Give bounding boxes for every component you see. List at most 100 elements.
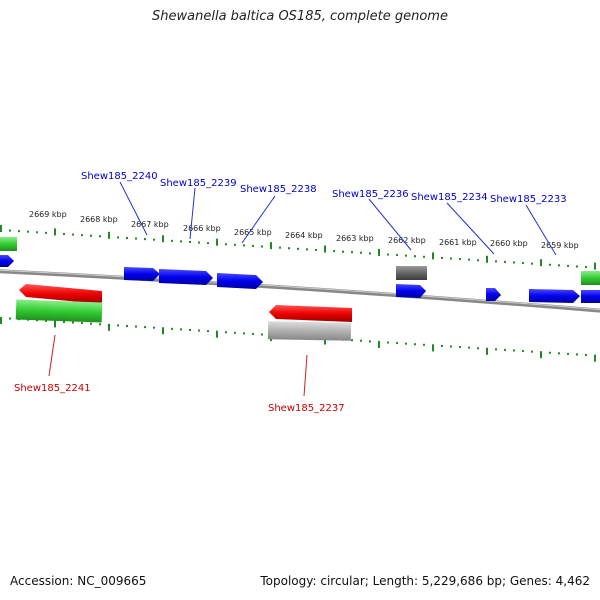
gene-label: Shew185_2236 [332,189,409,200]
scale-minor-tick [261,333,263,336]
scale-major-tick [378,340,380,348]
scale-minor-tick [234,331,236,334]
scale-minor-tick [351,339,353,342]
scale-minor-tick [369,252,371,255]
scale-minor-tick [135,237,137,240]
gene-arrow[interactable] [396,284,426,298]
scale-track-top [0,225,596,270]
gene-label: Shew185_2234 [411,192,488,203]
scale-minor-tick [522,350,524,353]
scale-minor-tick [9,229,11,232]
gene-arrow[interactable] [269,305,352,322]
scale-minor-tick [126,236,128,239]
scale-major-tick [540,351,542,359]
scale-minor-tick [243,332,245,335]
scale-minor-tick [414,343,416,346]
gene-box[interactable] [581,271,600,285]
scale-major-tick [216,330,218,338]
scale-minor-tick [135,325,137,328]
forward-genes [0,237,600,303]
scale-minor-tick [72,233,74,236]
gene-label: Shew185_2240 [81,171,158,182]
scale-minor-tick [117,324,119,327]
gene-arrow[interactable] [0,255,14,267]
scale-minor-tick [360,339,362,342]
gene-box[interactable] [0,237,17,251]
scale-minor-tick [459,346,461,349]
scale-minor-tick [405,342,407,345]
scale-label: 2663 kbp [336,234,374,243]
gene-arrow[interactable] [159,269,213,285]
scale-minor-tick [387,341,389,344]
scale-minor-tick [549,351,551,354]
scale-minor-tick [369,340,371,343]
scale-minor-tick [9,317,11,320]
gene-label: Shew185_2241 [14,383,91,394]
scale-minor-tick [126,324,128,327]
scale-minor-tick [36,319,38,322]
scale-minor-tick [531,262,533,265]
scale-label: 2660 kbp [490,239,528,248]
scale-major-tick [378,248,380,256]
scale-minor-tick [414,255,416,258]
scale-minor-tick [72,321,74,324]
scale-minor-tick [99,323,101,326]
scale-minor-tick [549,263,551,266]
scale-minor-tick [189,328,191,331]
scale-minor-tick [567,264,569,267]
scale-major-tick [0,225,2,232]
gene-arrow[interactable] [19,284,102,304]
scale-minor-tick [306,248,308,251]
scale-major-tick [432,252,434,260]
scale-minor-tick [360,251,362,254]
scale-minor-tick [225,331,227,334]
scale-minor-tick [531,350,533,353]
scale-minor-tick [477,259,479,262]
scale-minor-tick [513,349,515,352]
scale-major-tick [270,242,272,250]
scale-minor-tick [405,254,407,257]
scale-minor-tick [45,319,47,322]
scale-minor-tick [504,348,506,351]
gene-box[interactable] [267,321,352,341]
scale-minor-tick [315,248,317,251]
gene-arrow[interactable] [581,290,600,303]
scale-minor-tick [576,353,578,356]
scale-minor-tick [171,239,173,242]
map-title: Shewanella baltica OS185, complete genom… [152,9,448,24]
scale-minor-tick [63,320,65,323]
scale-label: 2665 kbp [234,228,272,237]
scale-minor-tick [180,240,182,243]
scale-minor-tick [18,230,20,233]
scale-minor-tick [441,344,443,347]
reverse-genes [15,284,352,341]
scale-minor-tick [45,231,47,234]
scale-major-tick [0,317,2,324]
scale-minor-tick [576,265,578,268]
scale-major-tick [324,337,326,345]
scale-minor-tick [279,246,281,249]
scale-minor-tick [351,251,353,254]
scale-minor-tick [450,257,452,260]
scale-label: 2662 kbp [388,236,426,245]
scale-minor-tick [252,244,254,247]
gene-box[interactable] [15,299,103,323]
scale-minor-tick [396,254,398,257]
gene-arrow[interactable] [217,273,263,289]
gene-label: Shew185_2233 [490,194,567,205]
scale-minor-tick [36,231,38,234]
gene-arrow[interactable] [486,288,501,301]
scale-minor-tick [198,329,200,332]
scale-major-tick [324,245,326,253]
scale-major-tick [108,231,110,239]
scale-minor-tick [567,352,569,355]
scale-minor-tick [513,261,515,264]
scale-major-tick [54,320,56,328]
gene-arrow[interactable] [529,289,580,303]
scale-minor-tick [333,250,335,253]
gene-arrow[interactable] [124,267,160,281]
scale-minor-tick [441,256,443,259]
gene-box[interactable] [396,266,427,280]
scale-label: 2669 kbp [29,210,67,219]
